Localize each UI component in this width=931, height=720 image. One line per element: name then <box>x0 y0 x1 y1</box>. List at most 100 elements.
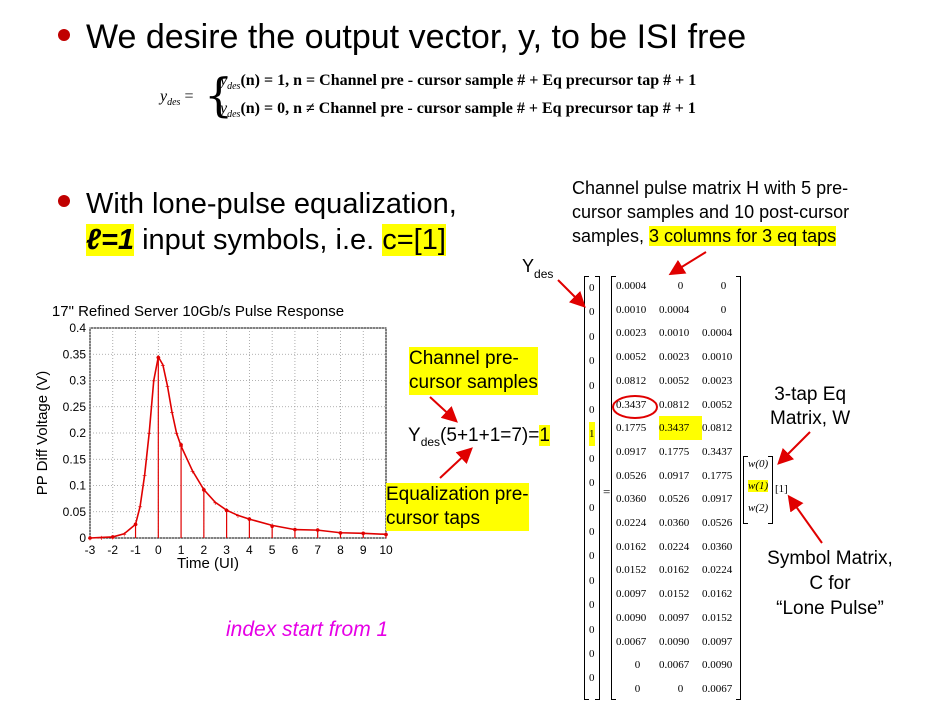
bullet-2-line-1: With lone-pulse equalization, <box>86 188 457 220</box>
h-matrix-row: 0.0152 0.0162 0.0224 <box>616 558 745 582</box>
curve-marker: + <box>142 471 147 480</box>
sample-point <box>179 443 183 447</box>
ydes-vector-entry: 0 <box>589 379 595 392</box>
h-matrix-cell: 0.0023 <box>659 351 690 364</box>
h-matrix-cell: 0.0162 <box>702 588 733 601</box>
h-matrix-cell: 0.0090 <box>702 659 733 672</box>
h-matrix-cell: 0.0812 <box>702 422 733 435</box>
h-matrix-row: 0.3437 0.0812 0.0052 <box>616 393 745 417</box>
h-matrix-cell: 0.0023 <box>702 374 733 387</box>
channel-matrix-label: Channel pulse matrix H with 5 pre- curso… <box>572 178 850 246</box>
ydes-vector-entry: 0 <box>589 599 595 612</box>
sample-point <box>361 531 366 536</box>
ydes-vector-entry: 0 <box>589 355 595 368</box>
ydes-vector-left-bracket <box>584 276 589 700</box>
ydes-index-expression: Ydes(5+1+1=7)=1 <box>408 425 550 449</box>
h-matrix-cell: 0.0917 <box>702 493 733 506</box>
curve-marker: + <box>151 377 156 386</box>
ydes-vector-entry: 0 <box>589 501 595 514</box>
chart-title: 17" Refined Server 10Gb/s Pulse Response <box>52 303 344 320</box>
channel-matrix-h: 0.0004 0 0 0.0010 0.0004 0 0.0023 0.0010 0.0004 0… <box>611 276 741 700</box>
h-matrix-row: 0.1775 0.3437 0.0812 <box>616 416 745 441</box>
h-matrix-cell: 0.0152 <box>659 588 690 601</box>
h-matrix-cell: 0.0917 <box>659 469 690 482</box>
ydes-vector-label: Ydes <box>522 256 554 281</box>
sample-point <box>293 527 297 532</box>
ydes-vector-entry: 0 <box>589 477 595 490</box>
x-tick-label: 7 <box>314 543 321 557</box>
sample-point <box>224 508 229 513</box>
h-matrix-cell: 0 <box>634 659 641 672</box>
arrow-columns <box>668 251 707 276</box>
h-matrix-cell: 0.0812 <box>659 398 690 411</box>
ydes-vector-entry: 0 <box>589 282 595 294</box>
arrow-eq-taps <box>439 447 473 479</box>
sample-point <box>247 517 252 521</box>
pulse-response-chart: 17" Refined Server 10Gb/s Pulse Response… <box>34 303 393 572</box>
curve-marker: + <box>236 511 241 520</box>
h-matrix-cell: 0.0004 <box>702 327 733 340</box>
y-axis-label: PP Diff Voltage (V) <box>34 371 51 496</box>
h-matrix-cell: 0.0004 <box>659 303 690 316</box>
ydes-vector-entry: 1 <box>589 422 595 447</box>
h-matrix-row: 0.0526 0.0917 0.1775 <box>616 464 745 488</box>
x-tick-label: 10 <box>379 543 393 557</box>
x-tick-label: 1 <box>178 543 185 557</box>
h-matrix-cell: 0.0010 <box>659 327 690 340</box>
curve-marker: + <box>213 498 218 507</box>
h-matrix-row: 0 0 0.0067 <box>616 677 745 701</box>
curve-marker: + <box>147 429 152 438</box>
y-tick-label: 0.4 <box>69 321 86 335</box>
ydes-vector-entry: 0 <box>589 672 595 685</box>
curve-marker: + <box>179 442 184 451</box>
bullet-1: We desire the output vector, y, to be IS… <box>58 18 746 57</box>
x-tick-label: 6 <box>292 543 299 557</box>
ydes-vector-entry: 0 <box>589 452 595 465</box>
sample-point <box>110 535 115 539</box>
curve-marker: + <box>138 503 143 512</box>
h-matrix-cell: 0.1775 <box>702 469 733 482</box>
curve-marker: + <box>190 467 195 476</box>
h-matrix-cell: 0.0152 <box>616 564 647 577</box>
curve-marker: + <box>170 408 175 417</box>
sample-point <box>338 531 343 535</box>
eq-tap-vector-w-left-bracket <box>743 456 748 524</box>
h-matrix-cell: 0.0224 <box>616 517 647 529</box>
sample-point <box>156 355 161 360</box>
w-vector-entry: w(1) <box>748 480 769 492</box>
h-matrix-cell: 0.0526 <box>616 469 647 482</box>
h-matrix-cell: 0.0067 <box>616 635 647 648</box>
h-matrix-row: 0.0162 0.0224 0.0360 <box>616 535 745 559</box>
h-matrix-row: 0.0812 0.0052 0.0023 <box>616 369 745 393</box>
h-matrix-row: 0.0097 0.0152 0.0162 <box>616 582 745 606</box>
y-tick-label: 0.35 <box>63 347 87 361</box>
eq-tap-vector-w: w(0) w(1) w(2) <box>743 456 773 524</box>
h-matrix-cell: 0 <box>720 303 727 316</box>
symbol-matrix-label: Symbol Matrix, C for “Lone Pulse” <box>767 548 893 619</box>
h-matrix-cell: 0.0010 <box>702 351 733 364</box>
equation-lhs: ydes = <box>160 88 194 108</box>
c-equals-1: c=[1] <box>382 224 446 256</box>
ydes-equation: ydes = { ydes(n) = 1, n = Channel pre - … <box>160 68 780 126</box>
h-matrix-row: 0.0360 0.0526 0.0917 <box>616 487 745 511</box>
arrow-channel-pre <box>429 396 458 423</box>
ydes-vector-entry: 0 <box>589 550 595 563</box>
h-matrix-cell: 0.0526 <box>702 517 733 529</box>
w-matrix-label: 3-tap Eq Matrix, W <box>770 384 851 429</box>
h-matrix-cell: 0.0090 <box>659 635 690 648</box>
ydes-vector: 0 0 0 0 0 0 1 0 0 0 0 0 0 0 0 0 0 <box>584 276 600 700</box>
x-tick-label: -1 <box>130 543 141 557</box>
h-matrix-cell: 0.1775 <box>616 422 647 435</box>
h-matrix-cell: 0 <box>634 682 641 695</box>
curve-marker: + <box>122 530 127 539</box>
h-matrix-cell: 0.0090 <box>616 611 647 624</box>
channel-precursor-label: Channel pre-cursor samples <box>409 347 538 395</box>
x-tick-label: 8 <box>337 543 344 557</box>
bullet-dot <box>58 29 70 42</box>
h-matrix-row: 0.0090 0.0097 0.0152 <box>616 606 745 630</box>
h-matrix-cell: 0 <box>677 280 684 292</box>
w-vector-entry: w(2) <box>748 502 769 514</box>
h-matrix-cell: 0.0097 <box>702 635 733 648</box>
channel-matrix-h-left-bracket <box>611 276 616 700</box>
